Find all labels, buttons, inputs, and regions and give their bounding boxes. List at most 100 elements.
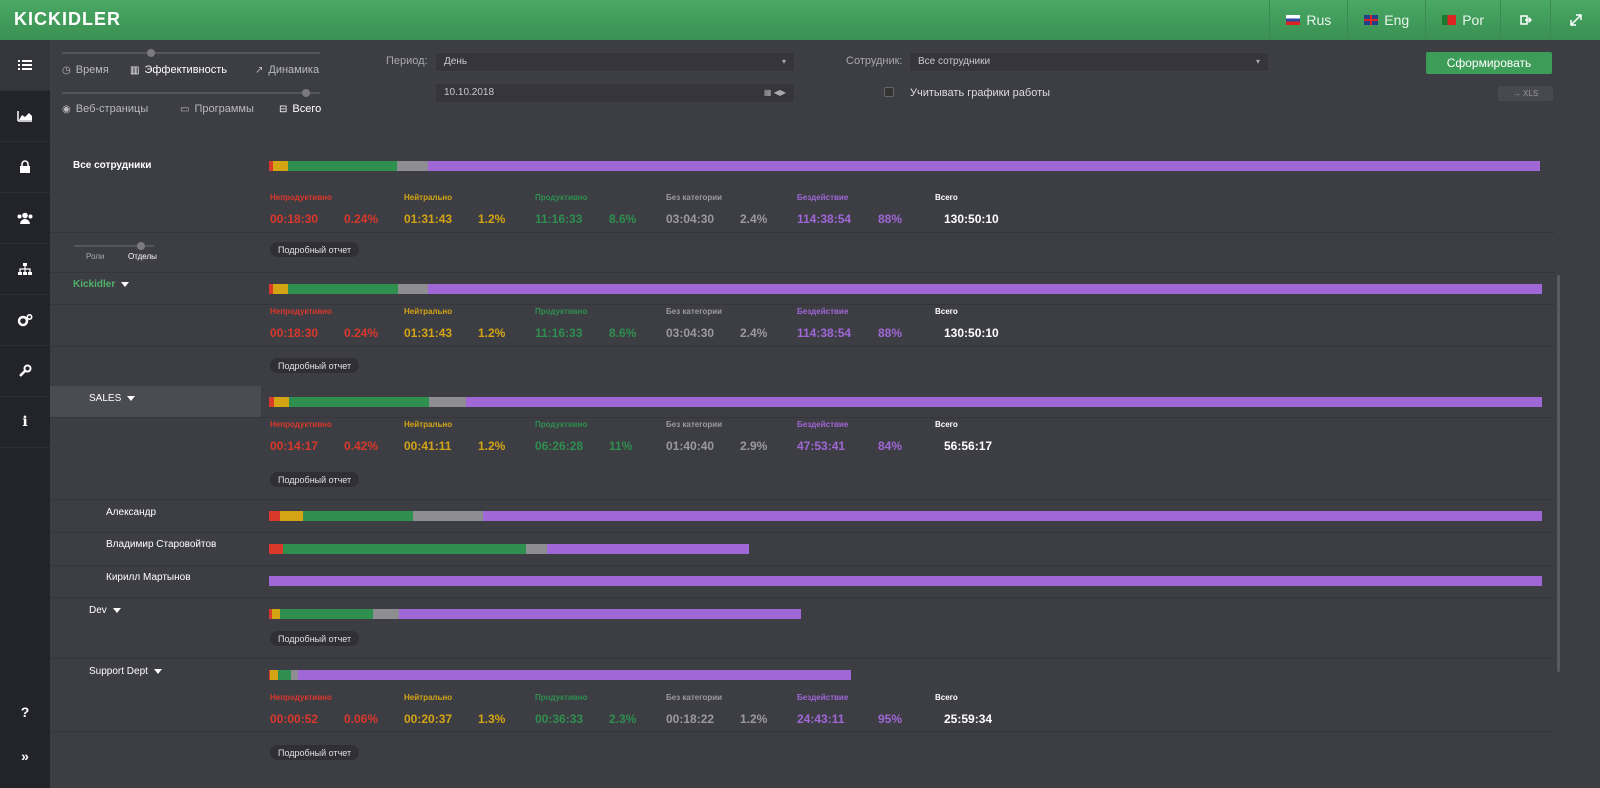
submit-button[interactable]: Сформировать [1426, 52, 1552, 74]
stat-value: 130:50:10 [944, 212, 999, 226]
lang-label: Por [1462, 12, 1484, 28]
group-slider-track[interactable] [74, 245, 154, 247]
row-name-kickidler[interactable]: Kickidler [73, 279, 130, 290]
bar-support[interactable] [269, 670, 851, 680]
stat-label: Бездействие [797, 693, 849, 702]
info-icon: i [22, 414, 28, 430]
bar-segment-idle [298, 670, 851, 680]
scope-slider-handle[interactable] [302, 89, 310, 97]
divider [50, 272, 1555, 273]
scrollbar[interactable] [1557, 275, 1560, 672]
stat-value: 1.2% [478, 212, 506, 226]
caret-down-icon[interactable] [153, 669, 162, 674]
fullscreen-button[interactable] [1550, 0, 1600, 40]
detail-report-button[interactable]: Подробный отчет [270, 242, 360, 257]
stat-value: 0.24% [344, 212, 379, 226]
sidebar-item-tools[interactable] [0, 346, 50, 397]
employee-select[interactable]: Все сотрудники ▾ [909, 52, 1269, 72]
opt-web[interactable]: ◉ Веб-страницы [62, 103, 148, 115]
bar-segment-idle [546, 544, 749, 554]
stat-label: Без категории [666, 307, 723, 316]
bar-kirill[interactable] [269, 576, 1542, 586]
scope-slider-track[interactable] [62, 92, 320, 94]
sidebar-item-structure[interactable] [0, 244, 50, 295]
group-slider-handle[interactable] [137, 242, 145, 250]
opt-all[interactable]: ⊟ Всего [279, 103, 321, 115]
stat-label: Всего [935, 420, 958, 429]
sidebar-item-info[interactable]: i [0, 397, 50, 448]
date-field[interactable]: 10.10.2018 ▦ ◀▶ [435, 83, 795, 103]
schedule-checkbox[interactable] [884, 87, 894, 97]
opt-label: Динамика [268, 64, 320, 76]
stat-value: 25:59:34 [944, 712, 993, 726]
row-name-vladimir[interactable]: Владимир Старовойтов [106, 539, 216, 550]
lang-eng-button[interactable]: Eng [1347, 0, 1425, 40]
caret-down-icon: ▾ [1255, 57, 1260, 66]
stat-value: 11% [609, 439, 633, 453]
opt-dynamics[interactable]: ↗ Динамика [255, 64, 319, 76]
divider [50, 304, 1555, 305]
stat-label: Всего [935, 693, 958, 702]
view-slider-track[interactable] [62, 52, 320, 54]
stat-value: 2.4% [740, 212, 768, 226]
row-name-alexandr[interactable]: Александр [106, 507, 156, 518]
bar-segment-idle [482, 511, 1542, 521]
period-select[interactable]: День ▾ [435, 52, 795, 72]
bar-kickidler[interactable] [269, 284, 1542, 294]
stat-label: Без категории [666, 193, 723, 202]
sidebar-item-charts[interactable] [0, 91, 50, 142]
caret-down-icon[interactable] [112, 608, 121, 613]
stat-value: 01:40:40 [666, 439, 715, 453]
stat-label: Продуктивно [535, 307, 588, 316]
logout-button[interactable] [1500, 0, 1550, 40]
lang-rus-button[interactable]: Rus [1269, 0, 1347, 40]
bar-segment-unproductive [269, 544, 283, 554]
sidebar-item-reports[interactable] [0, 40, 50, 91]
roles-label[interactable]: Роли [86, 252, 105, 261]
bar-segment-idle [427, 161, 1540, 171]
opt-efficiency[interactable]: ▥ Эффективность [130, 64, 227, 76]
row-name-sales[interactable]: SALES [89, 393, 136, 404]
bar-segment-uncategorized [397, 161, 428, 171]
opt-time[interactable]: ◷ Время [62, 64, 109, 76]
expand-sidebar-button[interactable]: » [21, 748, 29, 764]
sidebar-item-security[interactable] [0, 142, 50, 193]
help-button[interactable]: ? [20, 704, 30, 720]
bar-segment-productive [288, 161, 398, 171]
sidebar-item-users[interactable] [0, 193, 50, 244]
caret-down-icon[interactable] [127, 396, 136, 401]
row-label: Все сотрудники [73, 160, 152, 171]
calendar-nav-icon[interactable]: ▦ ◀▶ [763, 88, 786, 97]
depts-label[interactable]: Отделы [128, 252, 157, 261]
row-label: Александр [106, 507, 157, 518]
lang-por-button[interactable]: Por [1425, 0, 1500, 40]
detail-report-button[interactable]: Подробный отчет [270, 358, 360, 373]
bar-segment-idle [466, 397, 1542, 407]
detail-report-button[interactable]: Подробный отчет [270, 472, 360, 487]
row-name-support[interactable]: Support Dept [89, 666, 162, 677]
stat-label: Продуктивно [535, 420, 588, 429]
row-name-dev[interactable]: Dev [89, 605, 121, 616]
bar-alexandr[interactable] [269, 511, 1542, 521]
stat-label: Непродуктивно [270, 420, 332, 429]
stat-value: 0.42% [344, 439, 379, 453]
bar-dev[interactable] [269, 609, 802, 619]
view-slider-handle[interactable] [147, 49, 155, 57]
bar-sales[interactable] [269, 397, 1542, 407]
stat-value: 00:36:33 [535, 712, 584, 726]
bar-segment-unproductive [269, 397, 275, 407]
bar-all[interactable] [269, 161, 1540, 171]
stat-value: 0.24% [344, 326, 379, 340]
detail-report-button[interactable]: Подробный отчет [270, 745, 360, 760]
sidebar-item-settings[interactable] [0, 295, 50, 346]
list-icon [18, 60, 32, 70]
bar-vladimir[interactable] [269, 544, 749, 554]
caret-down-icon[interactable] [121, 282, 130, 287]
caret-down-icon: ▾ [781, 57, 786, 66]
detail-report-button[interactable]: Подробный отчет [270, 631, 360, 646]
stat-value: 1.2% [478, 439, 506, 453]
expand-icon [1569, 14, 1582, 26]
opt-programs[interactable]: ▭ Программы [180, 103, 254, 115]
xls-export-button[interactable]: → XLS [1498, 86, 1553, 101]
row-name-kirill[interactable]: Кирилл Мартынов [106, 572, 191, 583]
